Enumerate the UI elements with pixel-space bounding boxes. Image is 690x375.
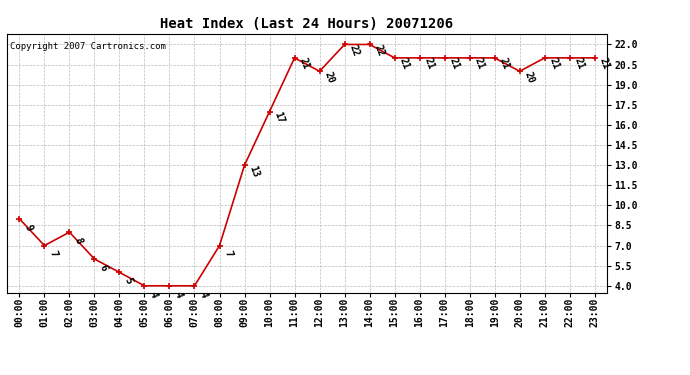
Text: 22: 22 (347, 43, 361, 58)
Text: 8: 8 (72, 236, 83, 245)
Text: 4: 4 (197, 290, 208, 299)
Text: 21: 21 (422, 57, 436, 71)
Text: 5: 5 (122, 276, 134, 285)
Text: 21: 21 (497, 57, 511, 71)
Text: Copyright 2007 Cartronics.com: Copyright 2007 Cartronics.com (10, 42, 166, 51)
Text: 20: 20 (322, 70, 336, 84)
Text: 20: 20 (522, 70, 536, 84)
Text: 9: 9 (22, 223, 34, 232)
Text: 7: 7 (47, 250, 59, 259)
Title: Heat Index (Last 24 Hours) 20071206: Heat Index (Last 24 Hours) 20071206 (161, 17, 453, 31)
Text: 21: 21 (547, 57, 561, 71)
Text: 21: 21 (598, 57, 611, 71)
Text: 13: 13 (247, 164, 261, 178)
Text: 21: 21 (573, 57, 586, 71)
Text: 4: 4 (172, 290, 184, 299)
Text: 22: 22 (373, 43, 386, 58)
Text: 4: 4 (147, 290, 159, 299)
Text: 17: 17 (273, 110, 286, 125)
Text: 21: 21 (447, 57, 461, 71)
Text: 7: 7 (222, 250, 234, 259)
Text: 6: 6 (97, 263, 108, 272)
Text: 21: 21 (473, 57, 486, 71)
Text: 21: 21 (297, 57, 310, 71)
Text: 21: 21 (397, 57, 411, 71)
